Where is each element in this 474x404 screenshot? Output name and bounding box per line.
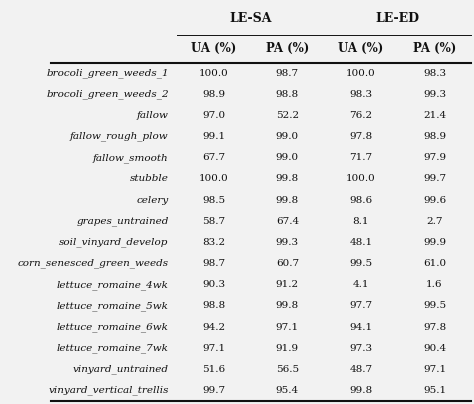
Text: 67.4: 67.4 bbox=[276, 217, 299, 226]
Text: 97.8: 97.8 bbox=[423, 323, 446, 332]
Text: 95.4: 95.4 bbox=[276, 386, 299, 395]
Text: 99.9: 99.9 bbox=[423, 238, 446, 247]
Text: 99.8: 99.8 bbox=[349, 386, 373, 395]
Text: 94.2: 94.2 bbox=[202, 323, 226, 332]
Text: 4.1: 4.1 bbox=[353, 280, 369, 289]
Text: 99.1: 99.1 bbox=[202, 132, 226, 141]
Text: 99.5: 99.5 bbox=[349, 259, 373, 268]
Text: PA (%): PA (%) bbox=[266, 42, 309, 55]
Text: 98.8: 98.8 bbox=[276, 90, 299, 99]
Text: brocoli_green_weeds_2: brocoli_green_weeds_2 bbox=[46, 89, 169, 99]
Text: 71.7: 71.7 bbox=[349, 153, 373, 162]
Text: LE-ED: LE-ED bbox=[376, 12, 419, 25]
Text: 58.7: 58.7 bbox=[202, 217, 226, 226]
Text: 100.0: 100.0 bbox=[199, 175, 229, 183]
Text: 99.7: 99.7 bbox=[202, 386, 226, 395]
Text: 99.3: 99.3 bbox=[276, 238, 299, 247]
Text: 97.7: 97.7 bbox=[349, 301, 373, 310]
Text: celery: celery bbox=[137, 196, 169, 205]
Text: soil_vinyard_develop: soil_vinyard_develop bbox=[59, 238, 169, 247]
Text: 91.9: 91.9 bbox=[276, 344, 299, 353]
Text: 21.4: 21.4 bbox=[423, 111, 446, 120]
Text: lettuce_romaine_4wk: lettuce_romaine_4wk bbox=[57, 280, 169, 290]
Text: 99.8: 99.8 bbox=[276, 301, 299, 310]
Text: UA (%): UA (%) bbox=[338, 42, 383, 55]
Text: 51.6: 51.6 bbox=[202, 365, 226, 374]
Text: 1.6: 1.6 bbox=[426, 280, 443, 289]
Text: 61.0: 61.0 bbox=[423, 259, 446, 268]
Text: lettuce_romaine_6wk: lettuce_romaine_6wk bbox=[57, 322, 169, 332]
Text: 98.8: 98.8 bbox=[202, 301, 226, 310]
Text: 99.0: 99.0 bbox=[276, 132, 299, 141]
Text: 56.5: 56.5 bbox=[276, 365, 299, 374]
Text: 97.9: 97.9 bbox=[423, 153, 446, 162]
Text: 52.2: 52.2 bbox=[276, 111, 299, 120]
Text: 48.1: 48.1 bbox=[349, 238, 373, 247]
Text: 67.7: 67.7 bbox=[202, 153, 226, 162]
Text: 98.5: 98.5 bbox=[202, 196, 226, 205]
Text: 97.1: 97.1 bbox=[423, 365, 446, 374]
Text: 97.1: 97.1 bbox=[276, 323, 299, 332]
Text: 99.7: 99.7 bbox=[423, 175, 446, 183]
Text: 98.9: 98.9 bbox=[202, 90, 226, 99]
Text: 99.8: 99.8 bbox=[276, 175, 299, 183]
Text: fallow_rough_plow: fallow_rough_plow bbox=[70, 132, 169, 141]
Text: stubble: stubble bbox=[130, 175, 169, 183]
Text: 91.2: 91.2 bbox=[276, 280, 299, 289]
Text: grapes_untrained: grapes_untrained bbox=[76, 217, 169, 226]
Text: 97.1: 97.1 bbox=[202, 344, 226, 353]
Text: fallow: fallow bbox=[137, 111, 169, 120]
Text: 98.3: 98.3 bbox=[423, 69, 446, 78]
Text: 98.9: 98.9 bbox=[423, 132, 446, 141]
Text: 99.5: 99.5 bbox=[423, 301, 446, 310]
Text: 99.0: 99.0 bbox=[276, 153, 299, 162]
Text: 100.0: 100.0 bbox=[199, 69, 229, 78]
Text: 90.3: 90.3 bbox=[202, 280, 226, 289]
Text: 97.3: 97.3 bbox=[349, 344, 373, 353]
Text: 99.6: 99.6 bbox=[423, 196, 446, 205]
Text: 60.7: 60.7 bbox=[276, 259, 299, 268]
Text: 83.2: 83.2 bbox=[202, 238, 226, 247]
Text: fallow_smooth: fallow_smooth bbox=[93, 153, 169, 163]
Text: corn_senesced_green_weeds: corn_senesced_green_weeds bbox=[18, 259, 169, 269]
Text: 99.8: 99.8 bbox=[276, 196, 299, 205]
Text: PA (%): PA (%) bbox=[413, 42, 456, 55]
Text: vinyard_vertical_trellis: vinyard_vertical_trellis bbox=[48, 386, 169, 396]
Text: brocoli_green_weeds_1: brocoli_green_weeds_1 bbox=[46, 68, 169, 78]
Text: 98.7: 98.7 bbox=[276, 69, 299, 78]
Text: lettuce_romaine_5wk: lettuce_romaine_5wk bbox=[57, 301, 169, 311]
Text: 100.0: 100.0 bbox=[346, 69, 376, 78]
Text: 98.6: 98.6 bbox=[349, 196, 373, 205]
Text: 99.3: 99.3 bbox=[423, 90, 446, 99]
Text: 97.0: 97.0 bbox=[202, 111, 226, 120]
Text: 100.0: 100.0 bbox=[346, 175, 376, 183]
Text: 97.8: 97.8 bbox=[349, 132, 373, 141]
Text: 98.3: 98.3 bbox=[349, 90, 373, 99]
Text: LE-SA: LE-SA bbox=[229, 12, 272, 25]
Text: 76.2: 76.2 bbox=[349, 111, 373, 120]
Text: vinyard_untrained: vinyard_untrained bbox=[73, 365, 169, 375]
Text: 8.1: 8.1 bbox=[353, 217, 369, 226]
Text: 98.7: 98.7 bbox=[202, 259, 226, 268]
Text: 94.1: 94.1 bbox=[349, 323, 373, 332]
Text: 2.7: 2.7 bbox=[426, 217, 443, 226]
Text: lettuce_romaine_7wk: lettuce_romaine_7wk bbox=[57, 343, 169, 353]
Text: 48.7: 48.7 bbox=[349, 365, 373, 374]
Text: 90.4: 90.4 bbox=[423, 344, 446, 353]
Text: UA (%): UA (%) bbox=[191, 42, 237, 55]
Text: 95.1: 95.1 bbox=[423, 386, 446, 395]
